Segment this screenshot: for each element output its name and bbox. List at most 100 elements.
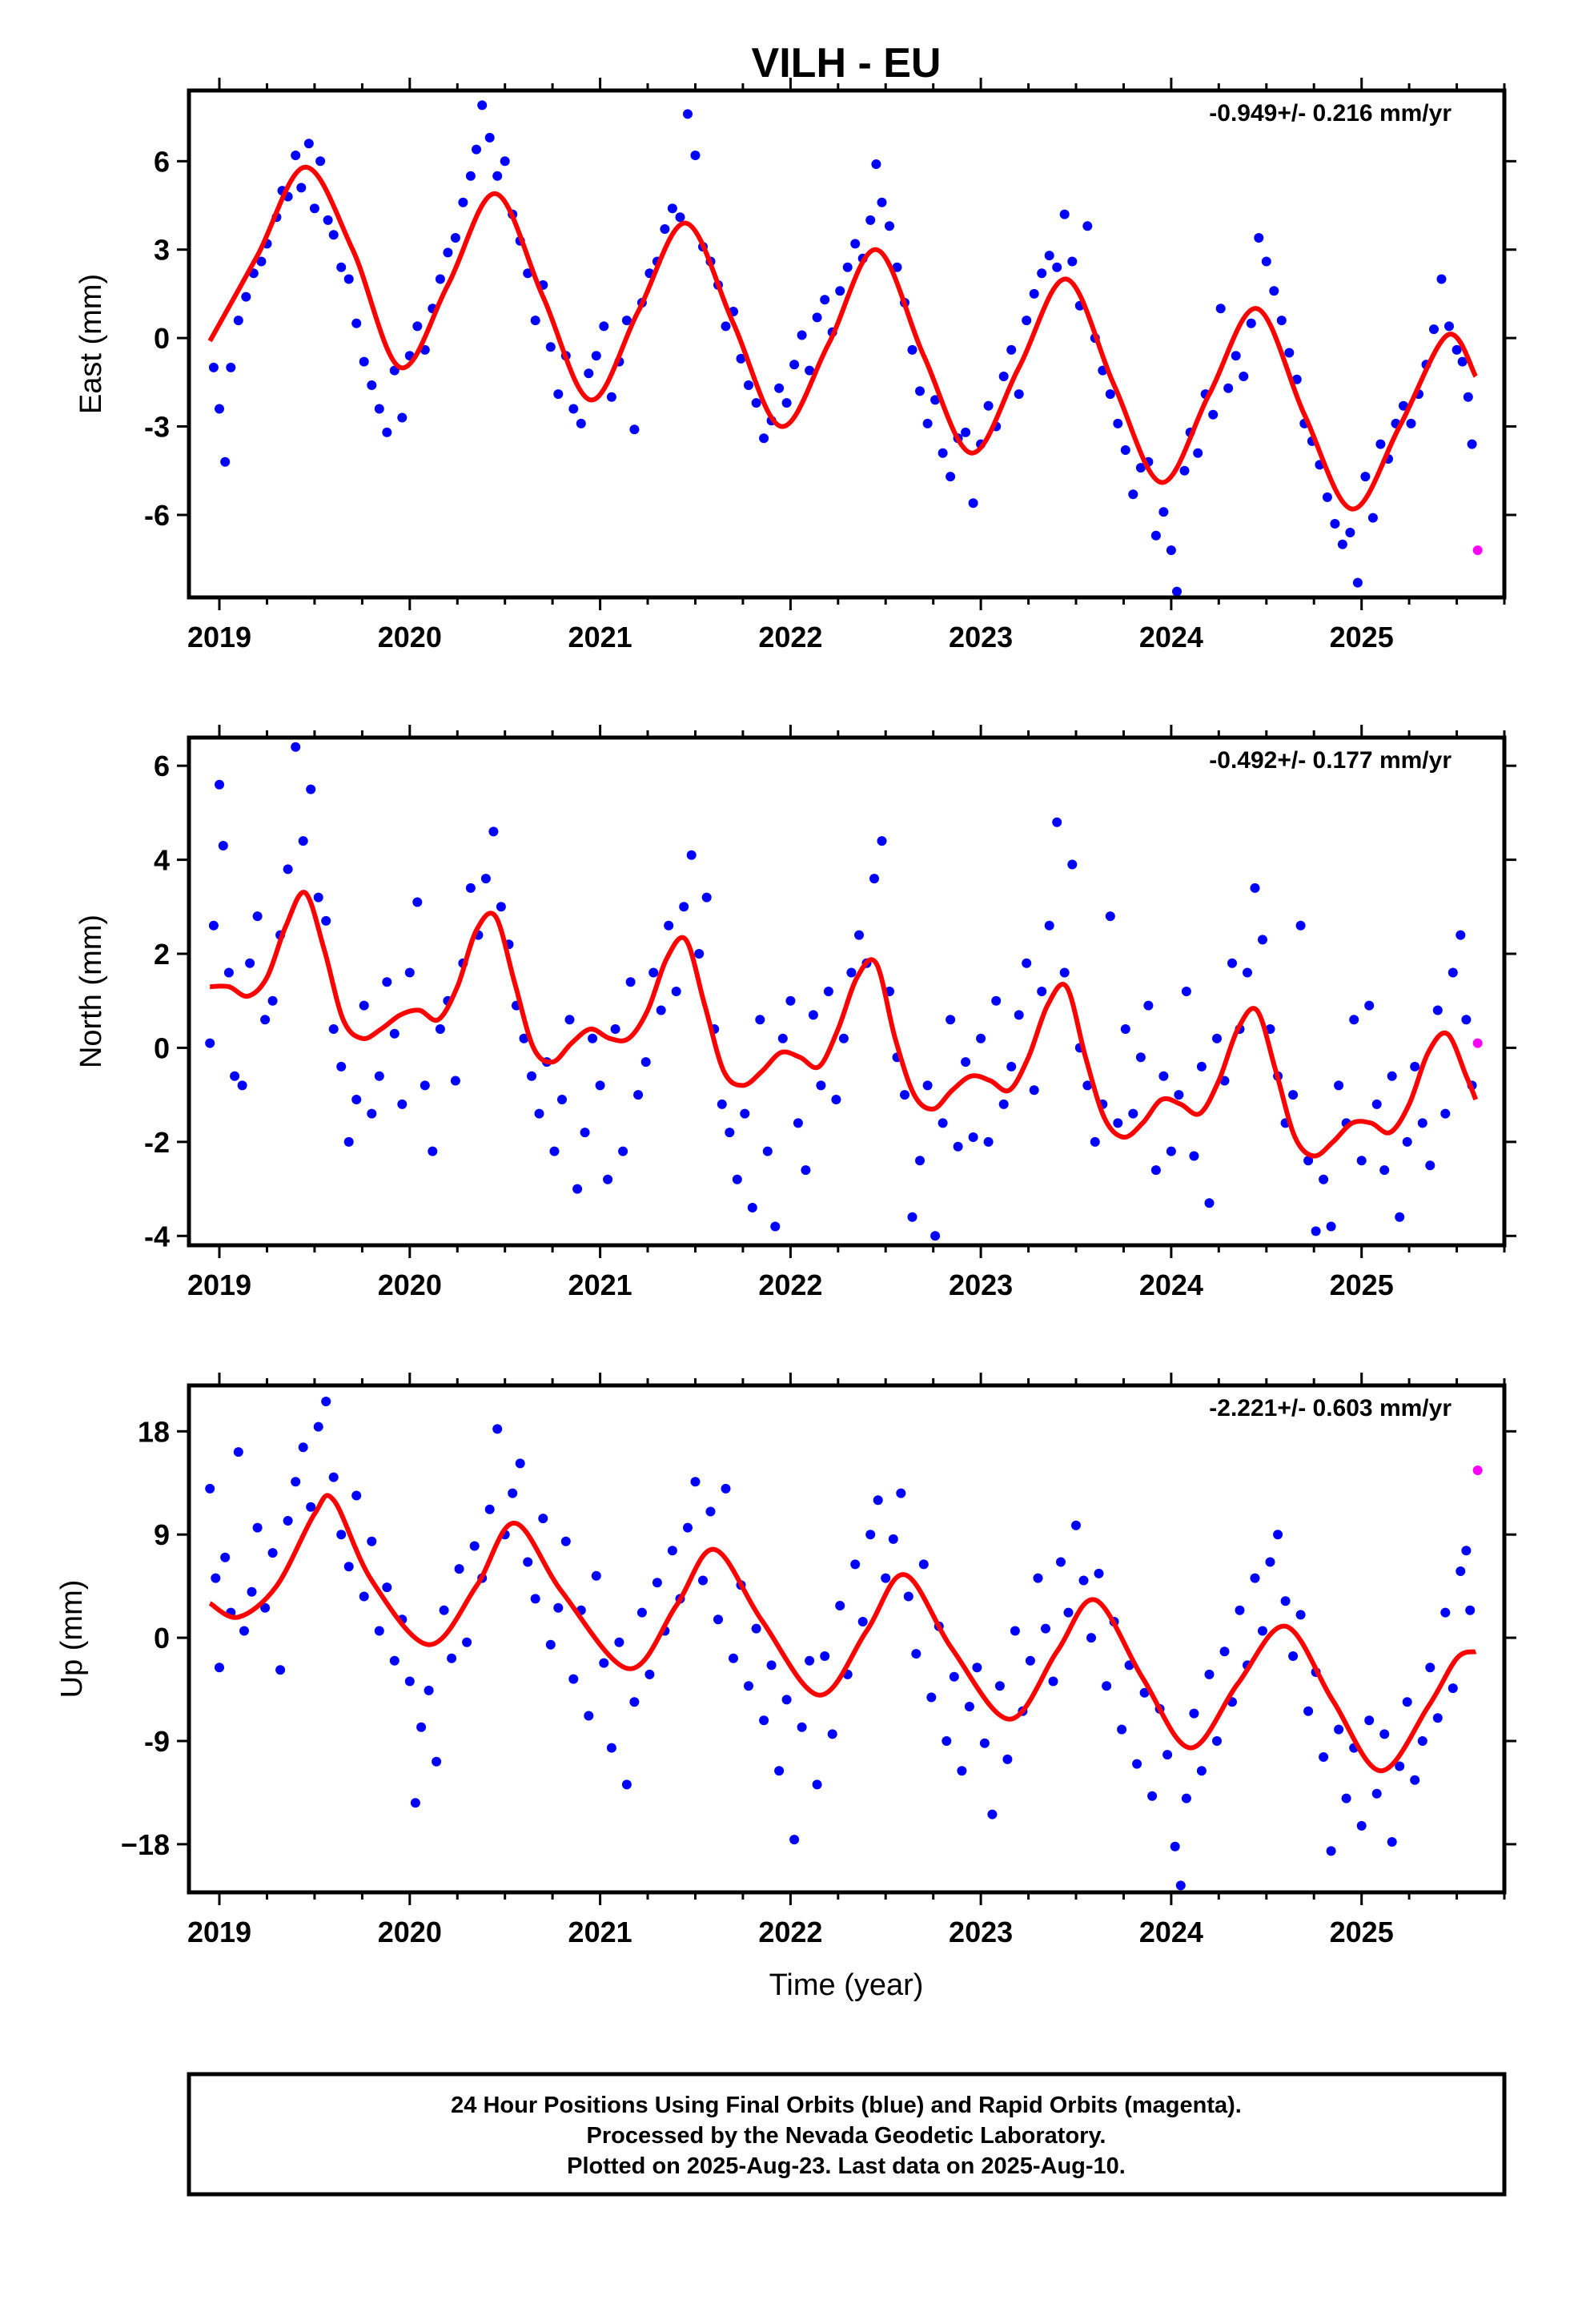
east-y-axis-label: East (mm) [74,274,108,414]
up-final-point [873,1495,883,1506]
north-final-point [428,1146,438,1156]
east-final-point [226,362,236,372]
up-final-point [298,1442,308,1453]
east-final-point [465,171,476,181]
up-final-point [1265,1557,1275,1567]
north-final-point [205,1038,215,1048]
footer-line-1: 24 Hour Positions Using Final Orbits (bl… [451,2093,1242,2118]
north-final-point [1022,958,1032,968]
east-final-point [1193,448,1203,458]
north-final-point [488,826,499,837]
up-final-point [291,1477,301,1487]
east-final-point [568,404,579,414]
east-final-point [296,183,307,193]
north-final-point [968,1132,978,1142]
up-final-point [881,1573,891,1583]
east-final-point [1399,400,1408,411]
north-final-point [1029,1085,1039,1096]
up-final-point [850,1559,861,1570]
north-final-point [1044,920,1054,931]
up-final-point [1341,1793,1351,1803]
north-final-point [610,1024,620,1034]
east-final-point [1223,383,1234,393]
north-final-point [946,1015,956,1025]
up-final-point [439,1605,449,1615]
north-final-point [260,1015,271,1025]
north-final-point [625,977,636,987]
up-final-point [1295,1610,1306,1620]
east-final-point [545,342,556,352]
east-data-layer [207,100,1483,597]
up-final-point [1212,1736,1222,1746]
east-model-curve [207,164,1478,512]
north-final-point [664,920,674,931]
east-final-point [477,100,488,111]
north-final-point [1311,1226,1321,1236]
up-final-point [1117,1724,1127,1735]
east-final-point [1276,316,1287,326]
north-final-point [382,977,392,987]
north-final-point [770,1221,781,1232]
east-final-point [946,472,956,482]
north-final-point [1006,1061,1017,1072]
east-final-point [443,247,453,258]
east-final-point [576,418,586,428]
east-final-point [983,400,994,411]
east-final-point [397,412,408,423]
north-final-point [1326,1221,1336,1232]
north-final-point [1417,1118,1427,1128]
east-final-point [1006,344,1017,355]
up-final-point [1196,1766,1207,1776]
north-final-point [1319,1174,1329,1184]
north-final-point [877,836,887,846]
north-final-point [640,1057,651,1068]
east-final-point [621,316,632,326]
north-final-point [1456,930,1466,940]
north-final-point [1425,1160,1435,1171]
up-y-tick-label: 0 [154,1622,170,1655]
north-final-point [915,1156,925,1166]
east-final-point [961,427,971,437]
up-final-point [283,1516,293,1526]
north-x-tick-label: 2019 [187,1269,251,1301]
east-final-point [1231,351,1241,361]
up-x-tick-label: 2023 [949,1916,1013,1948]
north-final-point [465,883,476,893]
east-final-point [667,203,677,214]
east-final-point [1120,445,1130,455]
north-final-point [1410,1061,1420,1072]
north-final-point [564,1015,575,1025]
east-x-tick-label: 2021 [568,621,632,653]
north-final-point [1295,920,1306,931]
up-final-point [239,1626,249,1636]
up-final-point [621,1779,632,1790]
up-y-tick-label: −18 [121,1828,170,1861]
north-plot-frame [187,735,1507,1248]
east-final-point [721,321,731,332]
north-final-point [1105,911,1115,922]
east-final-point [315,156,326,167]
north-final-point [313,892,323,903]
up-final-point [942,1736,952,1746]
east-final-point [215,404,224,414]
up-final-point [515,1458,525,1469]
north-final-point [1334,1080,1344,1091]
north-final-point [1387,1071,1397,1081]
east-final-point [208,362,219,372]
up-final-point [1056,1557,1066,1567]
east-final-point [1375,439,1386,449]
up-final-point [374,1626,384,1636]
north-final-point [854,930,864,940]
north-final-point [1113,1118,1123,1128]
footer-line-2: Processed by the Nevada Geodetic Laborat… [587,2123,1106,2149]
up-final-point [523,1557,533,1567]
up-final-point [1387,1837,1397,1847]
east-final-point [591,351,601,361]
east-final-point [1345,528,1355,537]
up-final-point [462,1637,472,1647]
east-final-point [1463,392,1473,402]
north-x-tick-label: 2020 [378,1269,442,1301]
east-final-point [1052,262,1062,272]
north-final-point [397,1099,408,1109]
up-final-point [994,1681,1005,1691]
